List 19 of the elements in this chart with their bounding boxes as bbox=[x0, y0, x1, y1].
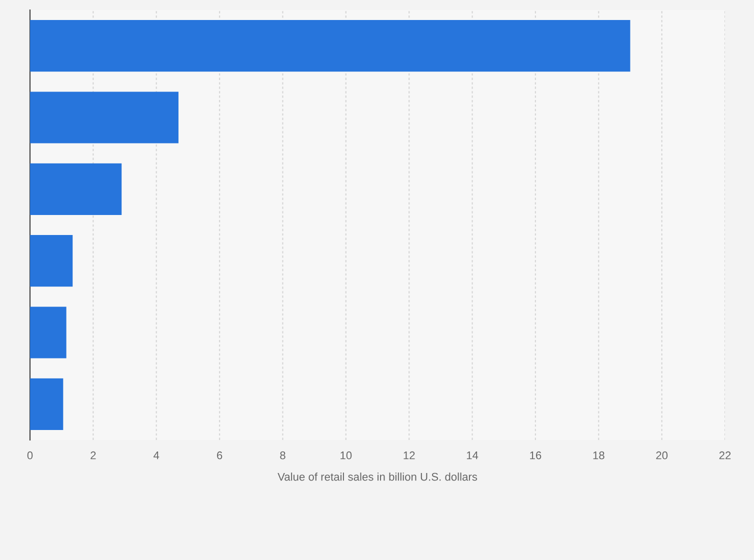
bar bbox=[30, 20, 630, 72]
x-tick-label: 10 bbox=[340, 451, 352, 460]
x-tick-label: 6 bbox=[217, 451, 222, 460]
x-tick-label: 22 bbox=[719, 451, 731, 460]
x-tick-label: 14 bbox=[466, 452, 478, 460]
x-tick-label: 20 bbox=[656, 451, 668, 460]
bar bbox=[30, 92, 178, 144]
x-tick-label: 12 bbox=[404, 451, 415, 460]
bar bbox=[30, 378, 64, 430]
bar bbox=[30, 235, 73, 287]
x-tick-label: 8 bbox=[280, 451, 286, 460]
x-tick-label: 18 bbox=[593, 451, 604, 460]
bar bbox=[30, 306, 66, 358]
x-tick-label: 16 bbox=[530, 451, 542, 460]
bar bbox=[30, 163, 122, 215]
x-tick-label: 0 bbox=[27, 451, 33, 460]
x-tick-label: 2 bbox=[90, 451, 96, 460]
x-axis-title: Value of retail sales in billion U.S. dollars bbox=[278, 472, 478, 481]
x-tick-label: 4 bbox=[154, 452, 160, 460]
